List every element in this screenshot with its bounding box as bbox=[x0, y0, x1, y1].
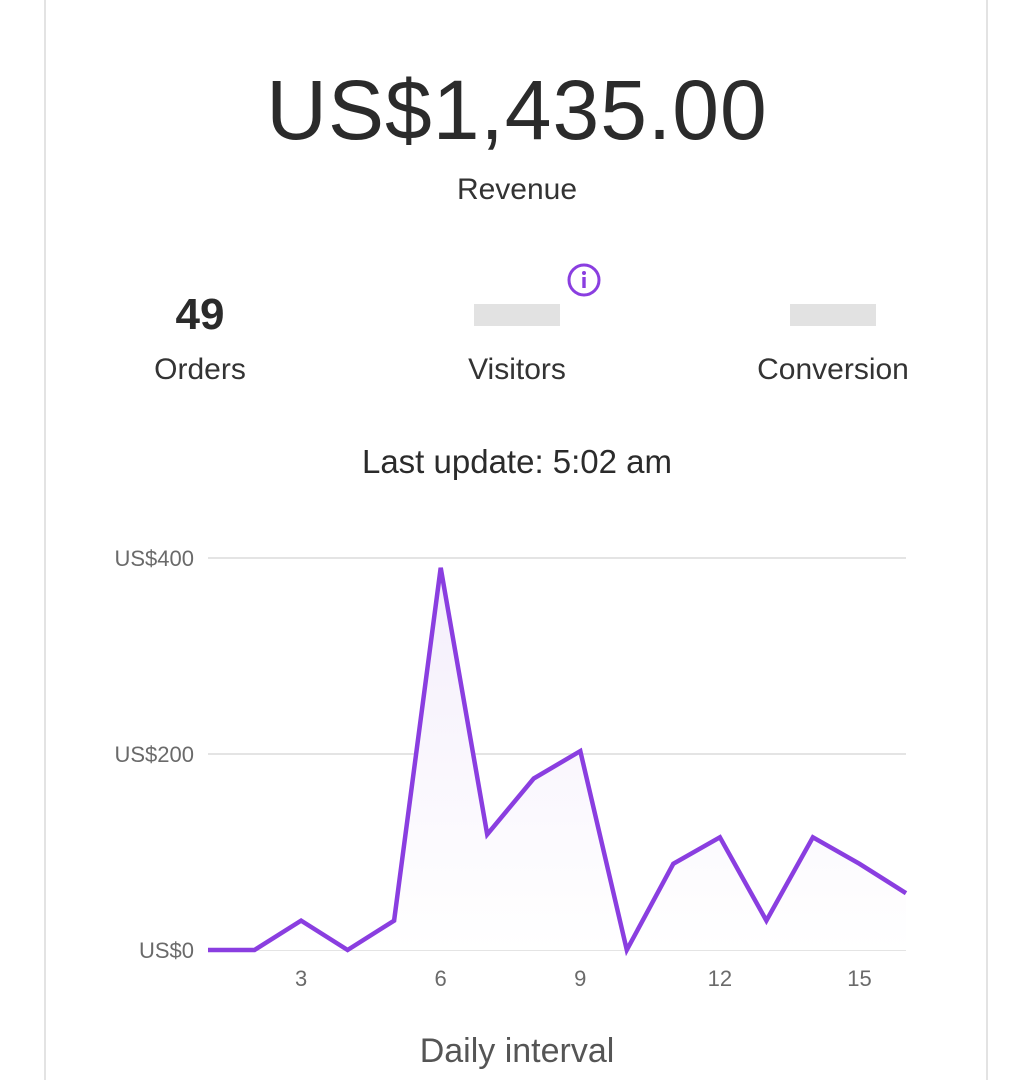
series-area bbox=[208, 567, 906, 950]
orders-value: 49 bbox=[175, 290, 225, 339]
conversion-label: Conversion bbox=[757, 353, 909, 386]
visitors-label: Visitors bbox=[468, 353, 566, 386]
x-tick-label: 3 bbox=[295, 966, 307, 991]
last-update-text: Last update: 5:02 am bbox=[361, 443, 673, 480]
series-line bbox=[208, 567, 908, 957]
x-axis-label: Daily interval bbox=[419, 1032, 615, 1070]
revenue-line-chart: US$0 US$200 US$400 3 6 9 12 15 bbox=[114, 546, 908, 991]
x-tick-label: 15 bbox=[847, 966, 871, 991]
info-icon[interactable] bbox=[566, 262, 602, 298]
x-tick-label: 6 bbox=[435, 966, 447, 991]
revenue-value: US$1,435.00 bbox=[266, 63, 768, 157]
conversion-value-placeholder bbox=[790, 304, 876, 326]
visitors-value-placeholder bbox=[474, 304, 560, 326]
x-tick-label: 12 bbox=[708, 966, 732, 991]
y-tick-label: US$400 bbox=[114, 546, 194, 571]
orders-label: Orders bbox=[154, 353, 246, 386]
revenue-label: Revenue bbox=[456, 173, 578, 206]
y-tick-label: US$200 bbox=[114, 742, 194, 767]
y-tick-label: US$0 bbox=[139, 938, 194, 963]
x-tick-label: 9 bbox=[574, 966, 586, 991]
